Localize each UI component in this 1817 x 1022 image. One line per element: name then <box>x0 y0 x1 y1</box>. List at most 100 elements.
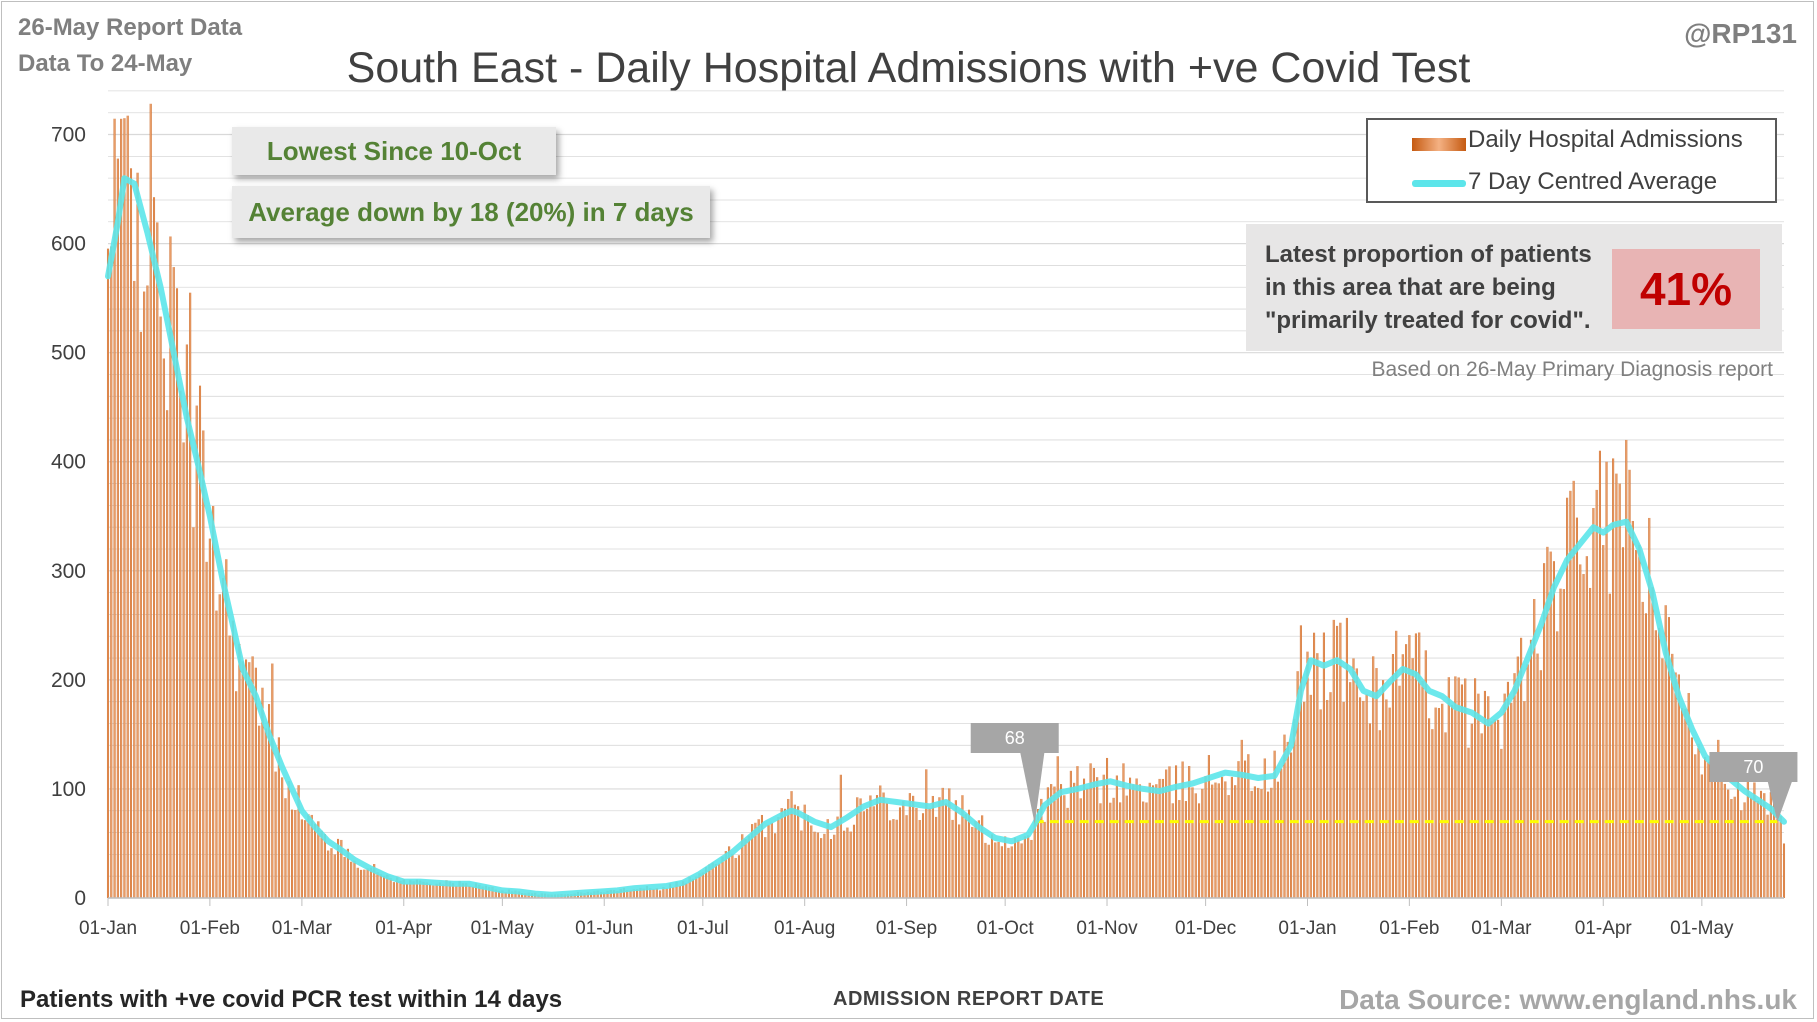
x-tick-label: 01-Mar <box>272 918 333 939</box>
admissions-bar <box>281 777 284 898</box>
admissions-bar <box>783 808 786 898</box>
admissions-bar <box>1681 708 1684 898</box>
admissions-bar <box>1717 739 1720 898</box>
admissions-bar <box>882 792 885 898</box>
average-line-series <box>105 175 1787 898</box>
admissions-bar <box>908 793 911 898</box>
admissions-bar <box>675 881 678 898</box>
admissions-bar <box>1201 788 1204 898</box>
admissions-bar <box>360 869 363 898</box>
admissions-bar <box>386 874 389 898</box>
admissions-bar <box>1102 774 1105 898</box>
report-date: 26-May Report Data <box>18 14 243 41</box>
x-tick-label: 01-Jun <box>575 918 633 939</box>
x-axis: 01-Jan 01-Feb 01-Mar 01-Apr 01-May 01-Jun 01-J… <box>79 897 1784 939</box>
admissions-bar <box>1536 653 1539 898</box>
legend-bars-label: Daily Hospital Admissions <box>1468 126 1743 153</box>
admissions-bar <box>228 635 231 898</box>
admissions-bar <box>1569 490 1572 898</box>
admissions-bar <box>678 885 681 898</box>
admissions-bar <box>1618 483 1621 898</box>
admissions-bar <box>803 804 806 898</box>
admissions-bar <box>231 620 234 898</box>
admissions-bar <box>928 808 931 898</box>
admissions-bar <box>415 879 418 898</box>
admissions-bar <box>938 797 941 898</box>
admissions-bar <box>862 811 865 898</box>
admissions-bar <box>1053 786 1056 898</box>
admissions-bar <box>517 891 520 898</box>
admissions-bar <box>251 656 254 898</box>
admissions-bar <box>1704 756 1707 898</box>
admissions-bar <box>235 691 238 898</box>
admissions-bar <box>1155 784 1158 898</box>
x-tick-label: 01-Oct <box>977 918 1035 939</box>
admissions-bar <box>455 886 458 898</box>
admissions-bar <box>123 118 126 898</box>
admissions-bar <box>468 885 471 898</box>
x-tick-label: 01-Dec <box>1175 918 1236 939</box>
admissions-bar <box>1727 789 1730 898</box>
admissions-bar <box>701 872 704 898</box>
admissions-bar <box>1158 778 1161 898</box>
admissions-bar <box>974 821 977 898</box>
x-tick-label: 01-Feb <box>180 918 240 939</box>
callout-label: 68 <box>1005 728 1025 748</box>
admissions-bar <box>1510 702 1513 898</box>
admissions-bar <box>1375 668 1378 898</box>
admissions-bar <box>1608 593 1611 898</box>
admissions-bar <box>695 876 698 898</box>
admissions-bar <box>1112 797 1115 898</box>
x-tick-label: 01-May <box>471 918 535 939</box>
admissions-bar <box>1644 613 1647 898</box>
proportion-panel: Latest proportion of patients in this ar… <box>1246 224 1782 351</box>
admissions-bar <box>787 798 790 898</box>
admissions-bar <box>744 838 747 898</box>
admissions-bar <box>1013 837 1017 898</box>
admissions-bar <box>1069 770 1072 898</box>
admissions-bar <box>1043 821 1046 898</box>
admissions-bar <box>875 795 879 898</box>
admissions-bar <box>1083 778 1086 898</box>
admissions-bar <box>501 890 504 898</box>
admissions-bar <box>399 880 402 898</box>
admissions-bar <box>613 890 616 898</box>
author-handle: @RP131 <box>1684 18 1797 49</box>
admissions-bar <box>1332 619 1335 898</box>
callout-pointer <box>1767 782 1792 822</box>
admissions-bar <box>323 834 326 898</box>
admissions-bar <box>498 890 501 898</box>
admissions-bar <box>442 884 445 898</box>
admissions-bar <box>1730 799 1733 898</box>
admissions-bar <box>1293 718 1296 898</box>
admissions-bar <box>810 825 813 898</box>
admissions-bar <box>346 848 349 898</box>
admissions-bar <box>1490 721 1493 898</box>
admissions-bar <box>310 814 313 898</box>
admissions-bar <box>774 833 777 898</box>
admissions-bar <box>1230 776 1233 898</box>
admissions-bar <box>925 769 928 898</box>
admissions-bar <box>488 887 491 898</box>
admissions-bar <box>172 267 175 899</box>
admissions-bar <box>718 863 721 898</box>
proportion-text-line: "primarily treated for covid". <box>1265 307 1591 334</box>
admissions-bar <box>1720 778 1723 898</box>
x-tick-label: 01-Feb <box>1379 918 1439 939</box>
admissions-bar <box>757 819 760 898</box>
admissions-bar <box>1010 846 1013 898</box>
proportion-value: 41% <box>1612 249 1760 329</box>
admissions-bar <box>1339 622 1342 898</box>
admissions-bar <box>990 834 994 898</box>
admissions-bar <box>616 891 619 898</box>
admissions-bar <box>166 410 169 898</box>
admissions-bar <box>751 824 754 898</box>
admissions-bar <box>905 815 908 898</box>
admissions-bar <box>1198 803 1201 898</box>
admissions-bar <box>284 798 287 898</box>
admissions-bar <box>343 856 346 898</box>
admissions-bar <box>1779 816 1782 898</box>
admissions-bar <box>1050 784 1053 898</box>
admissions-bar <box>1428 718 1431 898</box>
admissions-bar <box>944 803 948 898</box>
